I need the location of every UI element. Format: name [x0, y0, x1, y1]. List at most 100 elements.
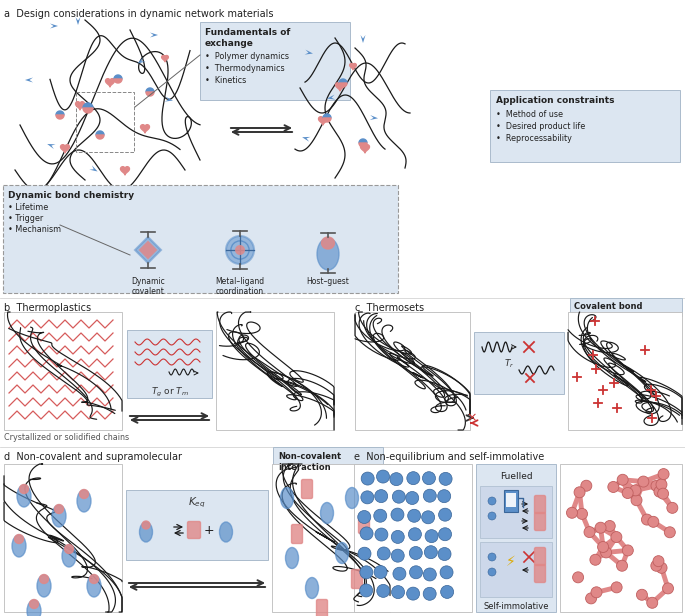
Circle shape: [438, 508, 451, 521]
Bar: [504, 490, 518, 512]
FancyBboxPatch shape: [216, 312, 334, 430]
Circle shape: [641, 514, 652, 525]
Ellipse shape: [19, 485, 29, 493]
Circle shape: [604, 521, 615, 532]
FancyBboxPatch shape: [560, 464, 682, 612]
Text: • Lifetime: • Lifetime: [8, 203, 48, 212]
Circle shape: [391, 530, 404, 543]
Circle shape: [391, 508, 404, 521]
FancyBboxPatch shape: [273, 447, 383, 473]
Text: c  Thermosets: c Thermosets: [355, 303, 424, 313]
Polygon shape: [114, 79, 122, 83]
Text: e  Non-equilibrium and self-immolative: e Non-equilibrium and self-immolative: [354, 452, 545, 462]
FancyBboxPatch shape: [316, 599, 327, 616]
Polygon shape: [359, 143, 367, 147]
Polygon shape: [83, 103, 93, 108]
Ellipse shape: [90, 575, 99, 583]
FancyBboxPatch shape: [272, 464, 390, 612]
Polygon shape: [327, 95, 336, 100]
Polygon shape: [360, 35, 366, 43]
Polygon shape: [121, 167, 129, 175]
Ellipse shape: [219, 522, 232, 542]
Circle shape: [407, 472, 420, 485]
Polygon shape: [323, 118, 331, 122]
Polygon shape: [75, 102, 84, 110]
Polygon shape: [146, 92, 154, 96]
Circle shape: [361, 472, 374, 485]
Polygon shape: [349, 63, 356, 70]
Circle shape: [595, 522, 606, 533]
Text: $K_{eq}$: $K_{eq}$: [188, 496, 206, 511]
Circle shape: [390, 472, 403, 485]
Polygon shape: [56, 111, 64, 115]
Polygon shape: [336, 83, 345, 91]
FancyBboxPatch shape: [570, 298, 682, 316]
Text: Fuelled: Fuelled: [499, 472, 532, 481]
Ellipse shape: [40, 575, 49, 583]
Ellipse shape: [321, 503, 334, 524]
Circle shape: [423, 489, 436, 502]
Polygon shape: [50, 23, 58, 28]
Text: Host–guest: Host–guest: [307, 277, 349, 286]
Circle shape: [591, 587, 602, 598]
Circle shape: [566, 508, 577, 518]
Circle shape: [636, 590, 647, 600]
Circle shape: [374, 565, 387, 578]
Circle shape: [488, 568, 496, 576]
Circle shape: [584, 527, 595, 538]
Text: •  Thermodynamics: • Thermodynamics: [205, 64, 285, 73]
Circle shape: [423, 568, 436, 581]
Text: Dynamic bond chemistry: Dynamic bond chemistry: [8, 191, 134, 200]
Circle shape: [658, 469, 669, 480]
Circle shape: [611, 582, 622, 593]
FancyBboxPatch shape: [480, 486, 552, 538]
Circle shape: [358, 547, 371, 560]
Polygon shape: [360, 145, 369, 153]
Polygon shape: [138, 241, 158, 259]
Circle shape: [597, 541, 608, 553]
Polygon shape: [75, 17, 81, 25]
Polygon shape: [359, 139, 367, 143]
Text: Fundamentals of
exchange: Fundamentals of exchange: [205, 28, 290, 49]
Text: $T_g$ or $T_m$: $T_g$ or $T_m$: [151, 386, 188, 399]
Circle shape: [440, 566, 453, 579]
FancyBboxPatch shape: [358, 514, 369, 533]
Text: •  Kinetics: • Kinetics: [205, 76, 246, 85]
FancyBboxPatch shape: [188, 522, 201, 538]
Circle shape: [407, 587, 420, 600]
Circle shape: [406, 492, 419, 505]
Text: d  Non-covalent and supramolecular: d Non-covalent and supramolecular: [4, 452, 182, 462]
Text: •  Desired product life: • Desired product life: [496, 122, 585, 131]
Circle shape: [616, 560, 627, 571]
Circle shape: [488, 512, 496, 520]
Circle shape: [656, 479, 667, 490]
Text: • Mechanism: • Mechanism: [8, 225, 61, 234]
Circle shape: [630, 485, 641, 496]
Circle shape: [654, 486, 665, 497]
Circle shape: [424, 546, 437, 559]
Circle shape: [622, 545, 634, 556]
FancyBboxPatch shape: [534, 495, 545, 514]
FancyBboxPatch shape: [127, 330, 212, 398]
Text: a  Design considerations in dynamic network materials: a Design considerations in dynamic netwo…: [4, 9, 273, 19]
Circle shape: [423, 587, 436, 601]
FancyBboxPatch shape: [490, 90, 680, 162]
Circle shape: [361, 491, 374, 504]
Circle shape: [577, 508, 588, 519]
Polygon shape: [319, 116, 327, 125]
Circle shape: [360, 527, 373, 540]
Text: b  Thermoplastics: b Thermoplastics: [4, 303, 91, 313]
Polygon shape: [146, 88, 154, 92]
Circle shape: [425, 530, 438, 543]
Ellipse shape: [321, 237, 334, 249]
Circle shape: [377, 547, 390, 560]
Text: ×: ×: [466, 411, 477, 424]
Circle shape: [410, 565, 423, 579]
Circle shape: [375, 528, 388, 541]
Circle shape: [631, 495, 642, 506]
Circle shape: [638, 476, 649, 487]
Circle shape: [392, 586, 405, 599]
Polygon shape: [114, 75, 122, 79]
Circle shape: [590, 554, 601, 565]
Circle shape: [651, 480, 662, 492]
